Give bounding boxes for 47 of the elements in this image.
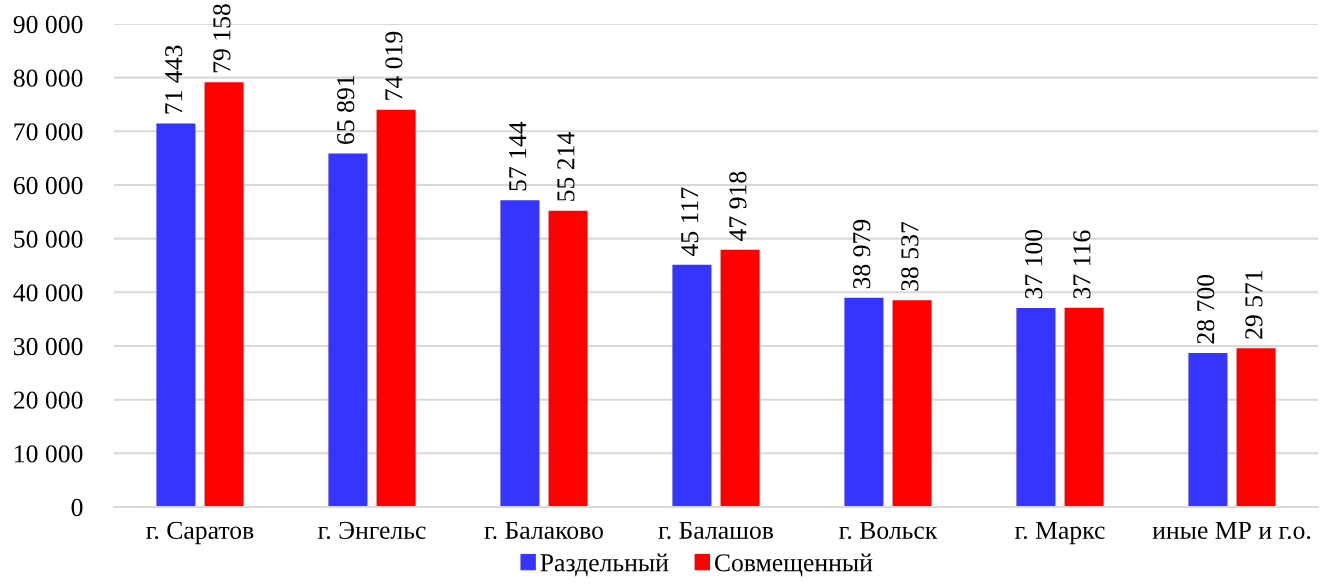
y-tick-label: 50 000 xyxy=(14,230,83,248)
bar xyxy=(1016,307,1056,507)
x-tick-label: г. Вольск xyxy=(839,521,938,540)
y-tick-label: 0 xyxy=(71,498,83,517)
data-label: 57 144 xyxy=(509,121,527,191)
data-label: 37 100 xyxy=(1025,229,1043,299)
bar xyxy=(720,249,760,507)
bar xyxy=(1188,352,1228,507)
data-label: 79 158 xyxy=(213,4,231,73)
data-label: 55 214 xyxy=(557,132,575,201)
bar xyxy=(500,200,540,507)
bar xyxy=(376,109,416,507)
y-tick-label: 10 000 xyxy=(15,445,83,463)
data-label: 29 571 xyxy=(1245,270,1263,339)
y-tick-label: 80 000 xyxy=(13,69,83,87)
data-label: 38 537 xyxy=(901,221,919,291)
bar xyxy=(1064,307,1104,507)
data-label: 45 117 xyxy=(681,187,699,257)
bar xyxy=(156,123,196,507)
x-tick-label: г. Саратов xyxy=(146,521,254,545)
y-tick-label: 60 000 xyxy=(13,176,83,195)
x-tick-label: г. Маркс xyxy=(1015,521,1105,545)
y-tick-label: 30 000 xyxy=(14,337,83,356)
y-tick-label: 40 000 xyxy=(13,284,83,302)
data-label: 74 019 xyxy=(385,31,403,100)
y-tick-label: 90 000 xyxy=(13,15,83,34)
bar xyxy=(844,297,884,507)
data-label: 28 700 xyxy=(1197,274,1215,344)
bar xyxy=(548,210,588,507)
data-label: 47 918 xyxy=(729,171,747,241)
legend-label: Раздельный xyxy=(540,553,669,577)
y-tick-label: 20 000 xyxy=(13,391,83,409)
x-tick-label: г. Балашов xyxy=(658,521,774,540)
bar xyxy=(204,82,244,507)
y-tick-label: 70 000 xyxy=(14,123,83,141)
legend-label: Совмещенный xyxy=(714,553,873,577)
data-label: 65 891 xyxy=(337,75,355,144)
x-tick-label: г. Балаково xyxy=(484,521,603,540)
x-tick-label: г. Энгельс xyxy=(318,521,426,540)
data-label: 37 116 xyxy=(1073,230,1091,299)
bar xyxy=(892,300,932,507)
x-tick-label: иные МР и г.о. xyxy=(1152,521,1311,540)
data-label: 71 443 xyxy=(165,45,183,114)
bar xyxy=(1236,348,1276,507)
bar xyxy=(328,153,368,507)
data-label: 38 979 xyxy=(853,219,871,289)
bar xyxy=(672,264,712,507)
